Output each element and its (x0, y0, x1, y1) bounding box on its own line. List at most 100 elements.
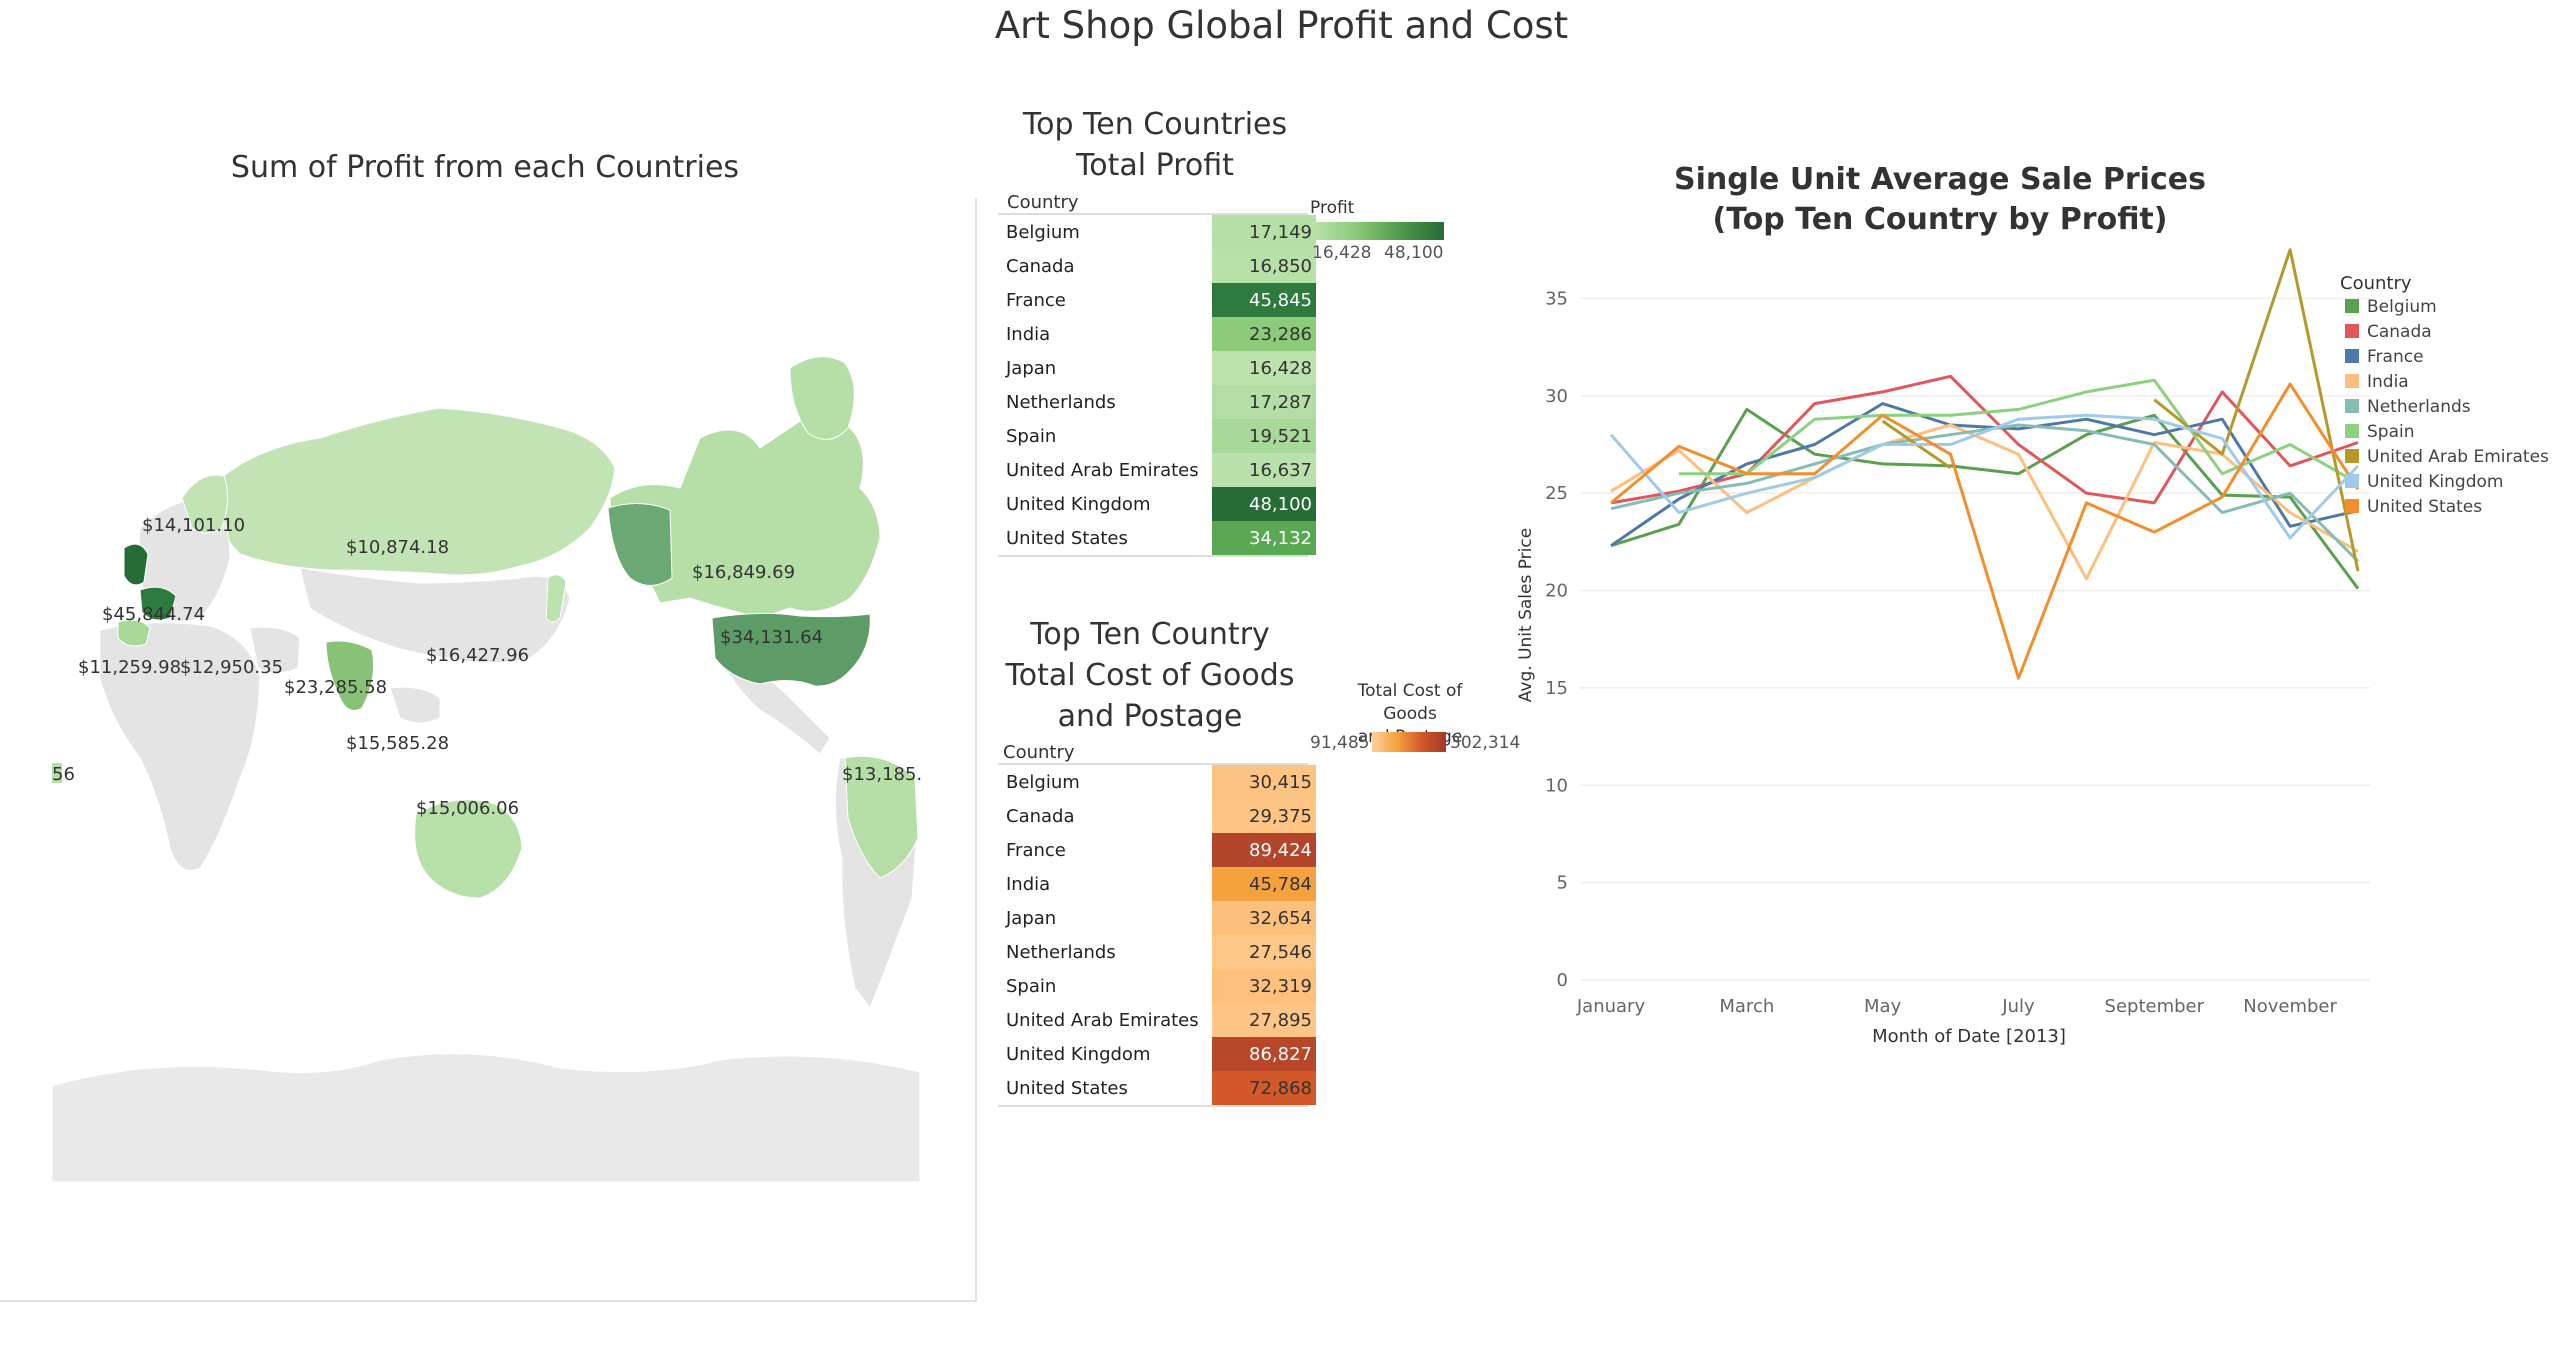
cost-table-row[interactable]: Canada 29,375 (998, 799, 1316, 833)
legend-item[interactable]: United Arab Emirates (2345, 447, 2549, 467)
profit-table-country-cell: India (1006, 323, 1051, 345)
series-line-united-arab-emirates[interactable] (1881, 419, 1952, 470)
legend-item[interactable]: United Kingdom (2345, 472, 2503, 492)
legend-label: United States (2367, 497, 2483, 517)
map-label-9: $15,585.28 (346, 733, 449, 754)
legend-item[interactable]: India (2345, 372, 2409, 392)
y-tick-label: 35 (1545, 288, 1568, 309)
cost-legend-gradient (1372, 732, 1446, 752)
profit-table-row[interactable]: United Arab Emirates 16,637 (998, 453, 1316, 487)
profit-legend-title: Profit (1310, 198, 1355, 218)
profit-table-row[interactable]: India 23,286 (998, 317, 1316, 351)
series-line-belgium[interactable] (1610, 407, 2360, 590)
cost-table-value-cell: 27,895 (1212, 1003, 1316, 1037)
legend-swatch (2345, 399, 2359, 413)
profit-column-header: Country (1007, 192, 1079, 213)
series-line-france[interactable] (1610, 402, 2359, 547)
legend-item[interactable]: United States (2345, 497, 2482, 517)
cost-title-line3: and Postage (1057, 699, 1243, 734)
canada-shape[interactable] (609, 412, 881, 619)
australia-shape[interactable] (414, 799, 523, 899)
profit-table-row[interactable]: Japan 16,428 (998, 351, 1316, 385)
cost-title-line2: Total Cost of Goods (1005, 658, 1295, 693)
profit-table-row[interactable]: United Kingdom 48,100 (998, 487, 1316, 521)
profit-legend-min: 16,428 (1312, 243, 1372, 263)
map-label-3: $11,259.98 (78, 657, 181, 678)
cost-table-row[interactable]: United Arab Emirates 27,895 (998, 1003, 1316, 1037)
alaska-shape[interactable] (607, 502, 673, 586)
dashboard-title: Art Shop Global Profit and Cost (994, 4, 1569, 47)
profit-table-value-cell: 16,637 (1212, 453, 1316, 487)
profit-table-country-cell: United Arab Emirates (1006, 459, 1199, 481)
russia-shape[interactable] (209, 407, 616, 576)
map-label-10: $15,006.06 (416, 798, 519, 819)
legend-item[interactable]: Belgium (2345, 297, 2437, 317)
cost-table-value-cell: 30,415 (1212, 765, 1316, 799)
series-line-united-kingdom[interactable] (1609, 413, 2360, 540)
legend-label: United Arab Emirates (2367, 447, 2549, 467)
legend-swatch (2345, 449, 2359, 463)
scandinavia-shape[interactable] (181, 474, 228, 534)
profit-table-country-cell: United Kingdom (1006, 493, 1151, 515)
world-map[interactable]: $14,101.10 $10,874.18 $45,844.74 $11,259… (0, 198, 975, 1300)
profit-table-country-cell: France (1006, 289, 1066, 311)
arctic-islands-shape[interactable] (789, 356, 855, 440)
uk-shape[interactable] (123, 543, 149, 586)
cost-table-row[interactable]: France 89,424 (998, 833, 1316, 867)
y-tick-label: 25 (1545, 483, 1568, 504)
profit-table-row[interactable]: Canada 16,850 (998, 249, 1316, 283)
legend-swatch (2345, 499, 2359, 513)
legend-label: Canada (2367, 322, 2432, 342)
cost-table-row[interactable]: Netherlands 27,546 (998, 935, 1316, 969)
cost-table-value-cell: 86,827 (1212, 1037, 1316, 1071)
spain-shape[interactable] (117, 619, 151, 647)
x-tick-label: May (1864, 996, 1902, 1017)
map-label-7: $16,849.69 (692, 562, 795, 583)
profit-table-row[interactable]: Spain 19,521 (998, 419, 1316, 453)
usa-shape[interactable] (711, 612, 871, 687)
profit-table-row[interactable]: Netherlands 17,287 (998, 385, 1316, 419)
cost-table-row[interactable]: United Kingdom 86,827 (998, 1037, 1316, 1071)
legend-label: India (2367, 372, 2409, 392)
cost-table-row[interactable]: Belgium 30,415 (998, 765, 1316, 799)
series-line-netherlands[interactable] (1610, 423, 2360, 563)
profit-table-country-cell: Netherlands (1006, 391, 1116, 413)
series-line-india[interactable] (1610, 423, 2359, 581)
series-line-canada[interactable] (1610, 374, 2359, 505)
map-label-12: 56 (52, 764, 75, 785)
profit-table-value-cell: 19,521 (1212, 419, 1316, 453)
legend-item[interactable]: France (2345, 347, 2424, 367)
y-tick-label: 20 (1545, 581, 1568, 602)
profit-table-country-cell: Canada (1006, 255, 1075, 277)
series-line-united-states[interactable] (1610, 382, 2360, 680)
cost-table-row[interactable]: Spain 32,319 (998, 969, 1316, 1003)
france-shape[interactable] (139, 586, 177, 621)
legend-swatch (2345, 349, 2359, 363)
cost-table-row[interactable]: Japan 32,654 (998, 901, 1316, 935)
cost-table-value-cell: 32,319 (1212, 969, 1316, 1003)
profit-table-country-cell: Belgium (1006, 221, 1080, 243)
profit-table-row[interactable]: United States 34,132 (998, 521, 1316, 555)
cost-footer-divider (998, 1105, 1308, 1107)
profit-title-line2: Total Profit (1076, 148, 1234, 183)
series-line-united-arab-emirates[interactable] (2153, 248, 2360, 572)
legend-item[interactable]: Netherlands (2345, 397, 2471, 417)
legend-item[interactable]: Canada (2345, 322, 2432, 342)
series-line-spain[interactable] (1678, 378, 2359, 485)
map-panel[interactable]: $14,101.10 $10,874.18 $45,844.74 $11,259… (0, 198, 977, 1302)
profit-table-row[interactable]: France 45,845 (998, 283, 1316, 317)
x-tick-label: July (2001, 996, 2035, 1017)
profit-table-country-cell: Spain (1006, 425, 1057, 447)
india-shape[interactable] (325, 640, 375, 711)
cost-table-row[interactable]: India 45,784 (998, 867, 1316, 901)
profit-table-value-cell: 16,850 (1212, 249, 1316, 283)
cost-title-line1: Top Ten Country (1030, 617, 1270, 652)
profit-table-row[interactable]: Belgium 17,149 (998, 215, 1316, 249)
legend-swatch (2345, 424, 2359, 438)
cost-table-value-cell: 45,784 (1212, 867, 1316, 901)
brazil-shape[interactable] (844, 755, 919, 879)
legend-item[interactable]: Spain (2345, 422, 2415, 442)
japan-shape[interactable] (545, 574, 567, 623)
legend-label: Netherlands (2367, 397, 2471, 417)
cost-table-row[interactable]: United States 72,868 (998, 1071, 1316, 1105)
